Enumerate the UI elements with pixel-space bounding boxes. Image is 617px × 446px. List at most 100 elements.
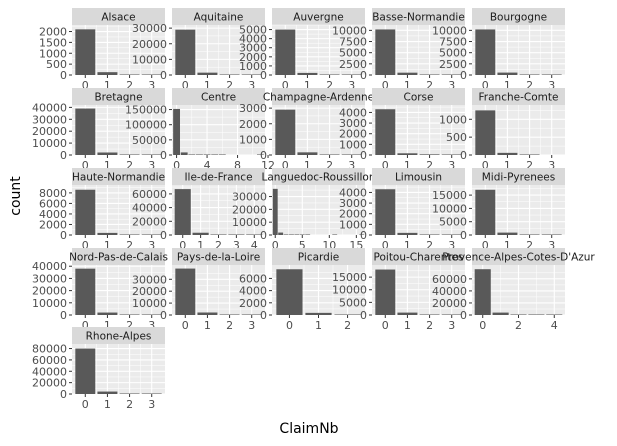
facet-label: Provence-Alpes-Cotes-D'Azur [442,252,595,264]
y-tick-label: 500 [446,131,467,144]
bar-claimnb-11 [256,154,264,155]
bar-claimnb-0 [475,189,496,235]
y-tick-label: 2000 [39,26,67,39]
y-tick-label: 40000 [32,365,67,378]
y-tick-label: 30000 [32,113,67,126]
bar-claimnb-2 [510,314,527,315]
x-tick-label: 1 [104,319,111,332]
facet-label: Nord-Pas-de-Calais [69,252,168,264]
y-tick-label: 10000 [132,297,167,310]
facet-label: Midi-Pyrenees [482,172,556,184]
bar-claimnb-2 [319,154,340,155]
x-tick-label: 0 [179,239,186,252]
facet-label: Corse [403,92,433,104]
x-tick-label: 0 [482,79,489,92]
bar-claimnb-0 [75,108,96,155]
facet-strip [372,168,465,185]
y-tick-label: 30000 [32,272,67,285]
bar-claimnb-3 [541,234,562,235]
facet-label: Aquitaine [194,12,244,24]
x-tick-label: 3 [448,239,455,252]
y-tick-label: 5000 [339,296,367,309]
y-tick-label: 20000 [132,215,167,228]
x-tick-label: 2 [226,319,233,332]
x-tick-label: 2 [226,79,233,92]
x-tick-label: 2 [344,319,351,332]
x-tick-label: 0 [182,79,189,92]
bar-claimnb-1 [97,152,118,155]
x-tick-label: 2 [126,398,133,411]
facet-label: Alsace [101,12,135,24]
bar-claimnb-2 [219,74,240,75]
bar-claimnb-1 [180,152,188,155]
x-tick-label: 1 [504,79,511,92]
x-tick-label: 0 [82,79,89,92]
bar-claimnb-11 [332,234,338,235]
y-tick-label: 0 [460,229,467,242]
bar-claimnb-2 [119,154,140,155]
y-tick-label: 10000 [332,284,367,297]
facet-strip [72,168,165,185]
bar-claimnb-0 [474,269,491,315]
bar-claimnb-0 [75,348,96,394]
y-tick-label: 20000 [132,285,167,298]
bar-claimnb-1 [197,312,218,315]
facet-label: Picardie [298,252,339,264]
x-tick-label: 5 [299,239,306,252]
facet-strip [372,248,465,265]
x-tick-label: 1 [104,79,111,92]
x-tick-label: 1 [204,319,211,332]
x-tick-label: 0 [82,239,89,252]
x-tick-label: 0 [482,159,489,172]
x-tick-label: 3 [448,79,455,92]
y-tick-label: 5000 [439,47,467,60]
x-tick-label: 0 [286,319,293,332]
bar-claimnb-3 [441,154,462,155]
x-tick-label: 1 [404,79,411,92]
y-tick-label: 1000 [39,47,67,60]
y-tick-label: 0 [360,69,367,82]
x-tick-label: 3 [448,319,455,332]
x-tick-label: 2 [515,319,522,332]
y-tick-label: 10000 [332,24,367,37]
bar-claimnb-0 [375,29,396,75]
bar-claimnb-1 [397,232,418,235]
y-tick-label: 6000 [239,272,267,285]
facet-strip [72,248,165,265]
x-tick-label: 1 [404,159,411,172]
y-tick-label: 0 [460,309,467,322]
y-tick-label: 1500 [39,36,67,49]
y-tick-label: 4000 [239,285,267,298]
bar-claimnb-1 [492,312,509,315]
bar-claimnb-1 [497,72,518,75]
y-tick-label: 0 [60,309,67,322]
x-tick-label: 0 [82,319,89,332]
bar-claimnb-2 [119,74,140,75]
x-tick-label: 2 [326,79,333,92]
bar-claimnb-0 [276,269,303,315]
bar-claimnb-2 [519,74,540,75]
y-tick-label: 4000 [339,106,367,119]
y-tick-label: 100000 [125,119,167,132]
bar-claimnb-2 [519,234,540,235]
y-tick-label: 50000 [132,134,167,147]
y-tick-label: 0 [260,229,267,242]
bar-claimnb-1 [305,312,332,315]
y-axis-title: count [8,176,24,216]
x-tick-label: 1 [304,79,311,92]
bar-claimnb-3 [141,234,162,235]
bar-claimnb-2 [188,154,196,155]
x-tick-label: 1 [197,239,204,252]
bar-claimnb-16 [359,234,365,235]
